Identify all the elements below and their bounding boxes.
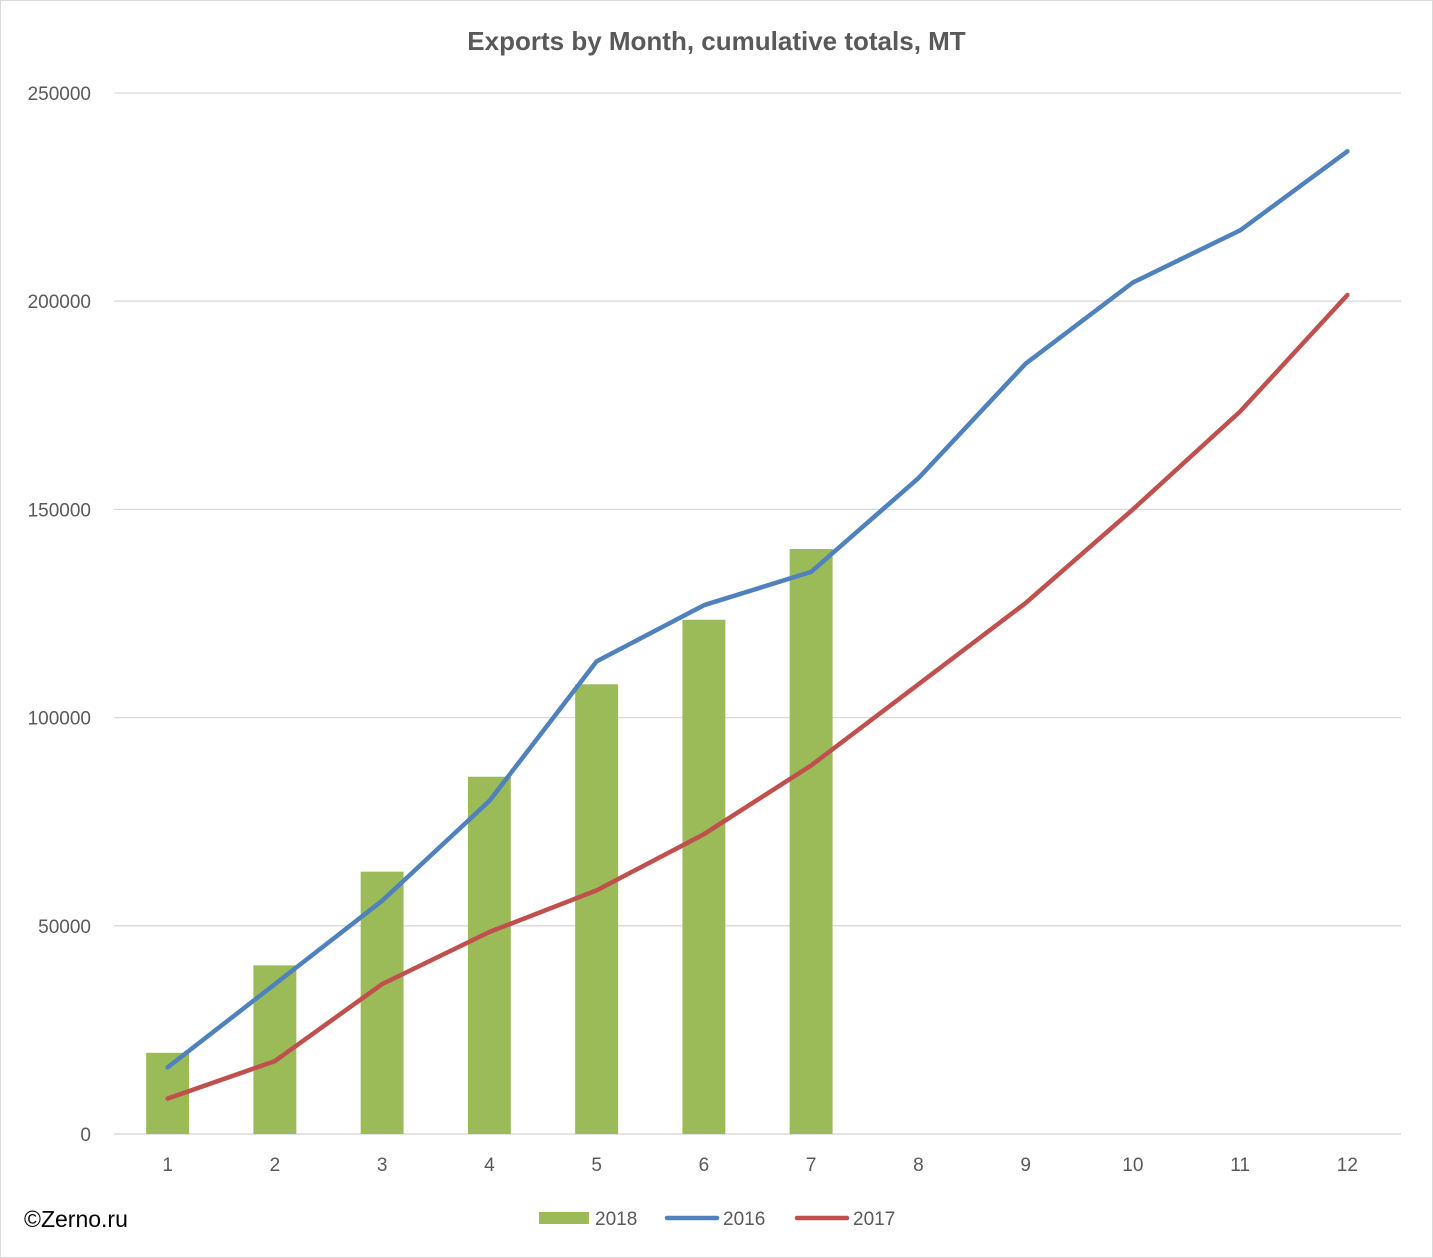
x-tick-label: 12 (1337, 1155, 1358, 1176)
legend-swatch-2018 (539, 1212, 589, 1224)
credit-text: ©Zerno.ru (24, 1206, 128, 1232)
y-tick-label: 0 (80, 1125, 91, 1146)
bar-2018 (467, 776, 511, 1134)
x-tick-label: 1 (162, 1155, 173, 1176)
bar-2018 (360, 871, 404, 1134)
x-tick-label: 3 (377, 1155, 388, 1176)
x-tick-label: 10 (1122, 1155, 1143, 1176)
bar-2018 (575, 684, 619, 1134)
x-tick-label: 8 (913, 1155, 924, 1176)
legend-label-2017: 2017 (853, 1209, 895, 1230)
y-tick-label: 200000 (28, 292, 91, 313)
y-tick-label: 250000 (28, 84, 91, 105)
legend-label-2018: 2018 (595, 1209, 637, 1230)
x-tick-label: 2 (270, 1155, 281, 1176)
chart-title: Exports by Month, cumulative totals, MT (467, 26, 966, 56)
line-series-2016 (165, 149, 1350, 1070)
x-tick-label: 5 (591, 1155, 602, 1176)
bar-2018 (682, 619, 726, 1134)
x-tick-label: 9 (1020, 1155, 1031, 1176)
legend-label-2016: 2016 (723, 1209, 765, 1230)
x-tick-label: 4 (484, 1155, 495, 1176)
x-tick-label: 11 (1230, 1155, 1250, 1176)
x-tick-label: 6 (699, 1155, 710, 1176)
line-series-2017 (165, 292, 1350, 1101)
y-tick-label: 100000 (28, 709, 91, 730)
y-tick-label: 150000 (28, 500, 91, 521)
bar-2018 (789, 548, 833, 1134)
y-tick-label: 50000 (38, 917, 91, 938)
x-tick-label: 7 (806, 1155, 817, 1176)
